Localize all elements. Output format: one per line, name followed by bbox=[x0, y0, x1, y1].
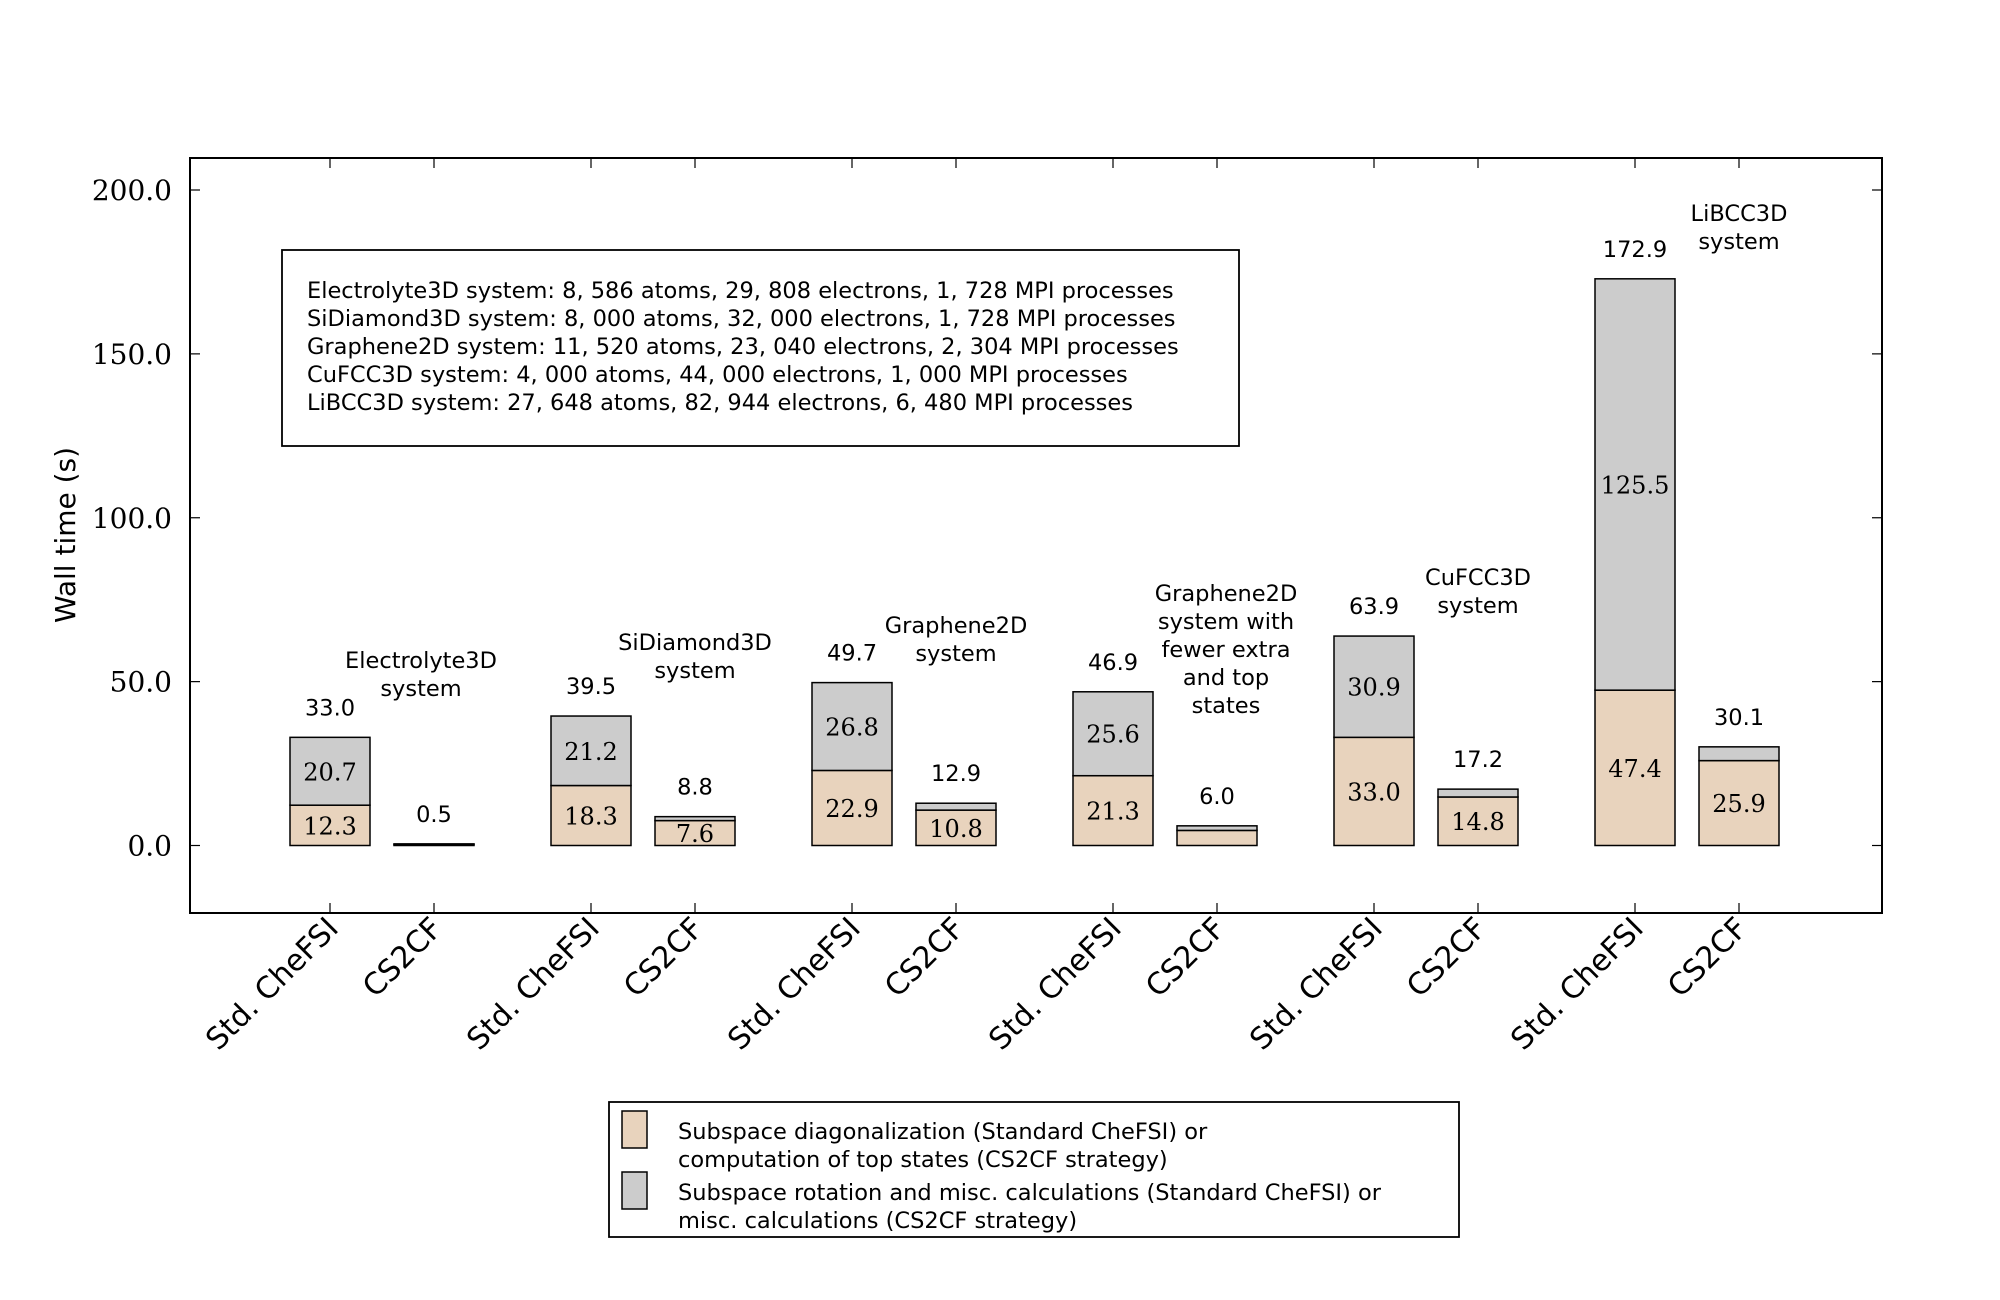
bar-segment-rotation bbox=[289, 736, 371, 806]
segment-value-label: 7.6 bbox=[676, 820, 714, 848]
segment-value-label: 25.6 bbox=[1086, 721, 1139, 749]
legend-swatch-rotation bbox=[621, 1171, 648, 1210]
segment-value-label: 30.9 bbox=[1347, 674, 1400, 702]
legend-label: Subspace diagonalization (Standard CheFS… bbox=[678, 1119, 1208, 1145]
y-tick-label: 150.0 bbox=[92, 338, 172, 371]
bar-segment-rotation bbox=[811, 681, 893, 772]
segment-value-label: 21.3 bbox=[1086, 798, 1139, 826]
bar-segment-rotation bbox=[1594, 278, 1676, 691]
system-annotation: SiDiamond3D bbox=[618, 630, 772, 656]
bar-segment-rotation bbox=[1176, 825, 1258, 832]
system-annotation: system bbox=[915, 641, 996, 667]
system-annotation: CuFCC3D bbox=[1425, 565, 1531, 591]
y-tick-label: 200.0 bbox=[92, 174, 172, 207]
bar-total-label: 30.1 bbox=[1714, 705, 1764, 731]
bar-total-label: 8.8 bbox=[677, 775, 713, 801]
system-annotation: system with bbox=[1158, 609, 1294, 635]
segment-value-label: 22.9 bbox=[825, 795, 878, 823]
x-tick-label: Std. CheFSI bbox=[721, 911, 867, 1057]
bar-segment-rotation bbox=[1333, 635, 1415, 739]
x-tick-label: CS2CF bbox=[356, 911, 450, 1005]
bar-segment-diagonalization bbox=[1698, 759, 1780, 847]
bar-total-label: 17.2 bbox=[1453, 747, 1503, 773]
system-annotation: LiBCC3D bbox=[1691, 201, 1788, 227]
y-axis-label: Wall time (s) bbox=[49, 447, 82, 623]
segment-value-label: 125.5 bbox=[1601, 471, 1670, 499]
info-line: SiDiamond3D system: 8, 000 atoms, 32, 00… bbox=[307, 306, 1176, 332]
bar-segment-rotation bbox=[1072, 691, 1154, 777]
bar-segment-rotation bbox=[393, 843, 475, 846]
x-tick-label: CS2CF bbox=[1400, 911, 1494, 1005]
segment-value-label: 33.0 bbox=[1347, 778, 1400, 806]
segment-value-label: 10.8 bbox=[929, 815, 982, 843]
segment-value-label: 21.2 bbox=[564, 738, 617, 766]
system-annotation: states bbox=[1192, 693, 1261, 719]
plot-frame bbox=[189, 157, 1883, 914]
bar-segment-diagonalization bbox=[1072, 774, 1154, 847]
y-tick-label: 100.0 bbox=[92, 502, 172, 535]
segment-value-label: 20.7 bbox=[303, 758, 356, 786]
y-tick-label: 0.0 bbox=[127, 830, 172, 863]
segment-value-label: 47.4 bbox=[1608, 755, 1661, 783]
info-line: LiBCC3D system: 27, 648 atoms, 82, 944 e… bbox=[307, 390, 1133, 416]
bar-total-label: 172.9 bbox=[1603, 237, 1667, 263]
info-line: CuFCC3D system: 4, 000 atoms, 44, 000 el… bbox=[307, 362, 1128, 388]
legend-label: misc. calculations (CS2CF strategy) bbox=[678, 1208, 1077, 1234]
bar-total-label: 12.9 bbox=[931, 761, 981, 787]
system-annotation: Graphene2D bbox=[885, 613, 1028, 639]
bar-segment-diagonalization bbox=[289, 804, 371, 847]
x-tick-label: Std. CheFSI bbox=[199, 911, 345, 1057]
bar-total-label: 46.9 bbox=[1088, 650, 1138, 676]
x-tick-label: Std. CheFSI bbox=[1243, 911, 1389, 1057]
legend: Subspace diagonalization (Standard CheFS… bbox=[608, 1101, 1460, 1238]
x-tick-label: CS2CF bbox=[878, 911, 972, 1005]
bar-segment-diagonalization bbox=[1176, 829, 1258, 847]
system-annotation: system bbox=[654, 658, 735, 684]
system-annotation: and top bbox=[1183, 665, 1269, 691]
bar-total-label: 33.0 bbox=[305, 695, 355, 721]
x-tick-label: CS2CF bbox=[1661, 911, 1755, 1005]
system-annotation: system bbox=[1698, 229, 1779, 255]
bar-total-label: 49.7 bbox=[827, 641, 877, 667]
bar-segment-diagonalization bbox=[1594, 689, 1676, 847]
system-annotation: system bbox=[380, 676, 461, 702]
bar-segment-diagonalization bbox=[1333, 736, 1415, 847]
legend-swatch-diagonalization bbox=[621, 1110, 648, 1149]
x-tick-label: Std. CheFSI bbox=[1504, 911, 1650, 1057]
bar-segment-rotation bbox=[915, 802, 997, 811]
legend-label: computation of top states (CS2CF strateg… bbox=[678, 1147, 1168, 1173]
info-box-frame bbox=[281, 249, 1240, 447]
bar-total-label: 6.0 bbox=[1199, 784, 1235, 810]
info-box: Electrolyte3D system: 8, 586 atoms, 29, … bbox=[281, 249, 1240, 447]
segment-value-label: 25.9 bbox=[1712, 790, 1765, 818]
bar-segment-rotation bbox=[1437, 788, 1519, 798]
x-tick-label: CS2CF bbox=[617, 911, 711, 1005]
system-annotation: fewer extra bbox=[1161, 637, 1290, 663]
info-line: Graphene2D system: 11, 520 atoms, 23, 04… bbox=[307, 334, 1179, 360]
x-tick-label: Std. CheFSI bbox=[982, 911, 1128, 1057]
bar-segment-rotation bbox=[654, 815, 736, 822]
bar-total-label: 39.5 bbox=[566, 674, 616, 700]
info-line: Electrolyte3D system: 8, 586 atoms, 29, … bbox=[307, 278, 1174, 304]
segment-value-label: 14.8 bbox=[1451, 808, 1504, 836]
legend-label: Subspace rotation and misc. calculations… bbox=[678, 1180, 1382, 1206]
legend-frame bbox=[608, 1101, 1460, 1238]
system-annotation: Electrolyte3D bbox=[345, 648, 497, 674]
x-tick-label: Std. CheFSI bbox=[460, 911, 606, 1057]
x-tick-label: CS2CF bbox=[1139, 911, 1233, 1005]
bar-segment-diagonalization bbox=[915, 809, 997, 847]
bar-segment-rotation bbox=[550, 715, 632, 787]
y-tick-label: 50.0 bbox=[110, 666, 172, 699]
segment-value-label: 12.3 bbox=[303, 812, 356, 840]
segment-value-label: 26.8 bbox=[825, 714, 878, 742]
bar-segment-diagonalization bbox=[1437, 796, 1519, 847]
bar-total-label: 63.9 bbox=[1349, 594, 1399, 620]
bar-segment-rotation bbox=[1698, 746, 1780, 762]
system-annotation: Graphene2D bbox=[1155, 581, 1298, 607]
bar-total-label: 0.5 bbox=[416, 802, 452, 828]
system-annotation: system bbox=[1437, 593, 1518, 619]
segment-value-label: 18.3 bbox=[564, 803, 617, 831]
